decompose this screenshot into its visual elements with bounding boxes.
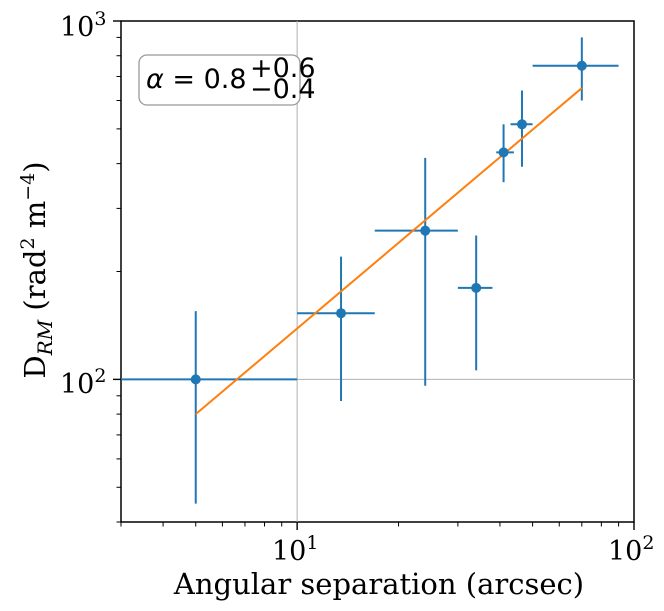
annotation-text: α = 0.8 — [146, 64, 247, 95]
axis-ticks — [113, 20, 635, 530]
alpha-annotation: α = 0.8 +0.6 −0.4 — [138, 53, 316, 106]
y-axis-label: DRM (rad2 m−4) — [17, 161, 57, 378]
data-point-4 — [498, 147, 509, 158]
x-axis-label: Angular separation (arcsec) — [173, 567, 584, 601]
data-point-1 — [336, 308, 347, 319]
annotation-sub: −0.4 — [250, 74, 316, 105]
fit-line-group — [195, 87, 583, 415]
errorbar-series — [121, 37, 619, 504]
data-point-0 — [190, 374, 201, 385]
data-point-3 — [471, 282, 482, 293]
x-tick-label-100: 102 — [608, 532, 654, 567]
data-point-2 — [420, 225, 431, 236]
y-tick-label-100: 102 — [60, 365, 106, 400]
fit-line — [195, 87, 583, 415]
annotation-sup: +0.6 — [250, 53, 316, 84]
y-tick-label-1000: 103 — [60, 8, 106, 43]
data-point-5 — [516, 119, 527, 130]
x-tick-label-10: 101 — [272, 532, 318, 567]
data-point-6 — [576, 60, 587, 71]
annotation-box — [138, 54, 301, 106]
data-points — [190, 60, 587, 385]
